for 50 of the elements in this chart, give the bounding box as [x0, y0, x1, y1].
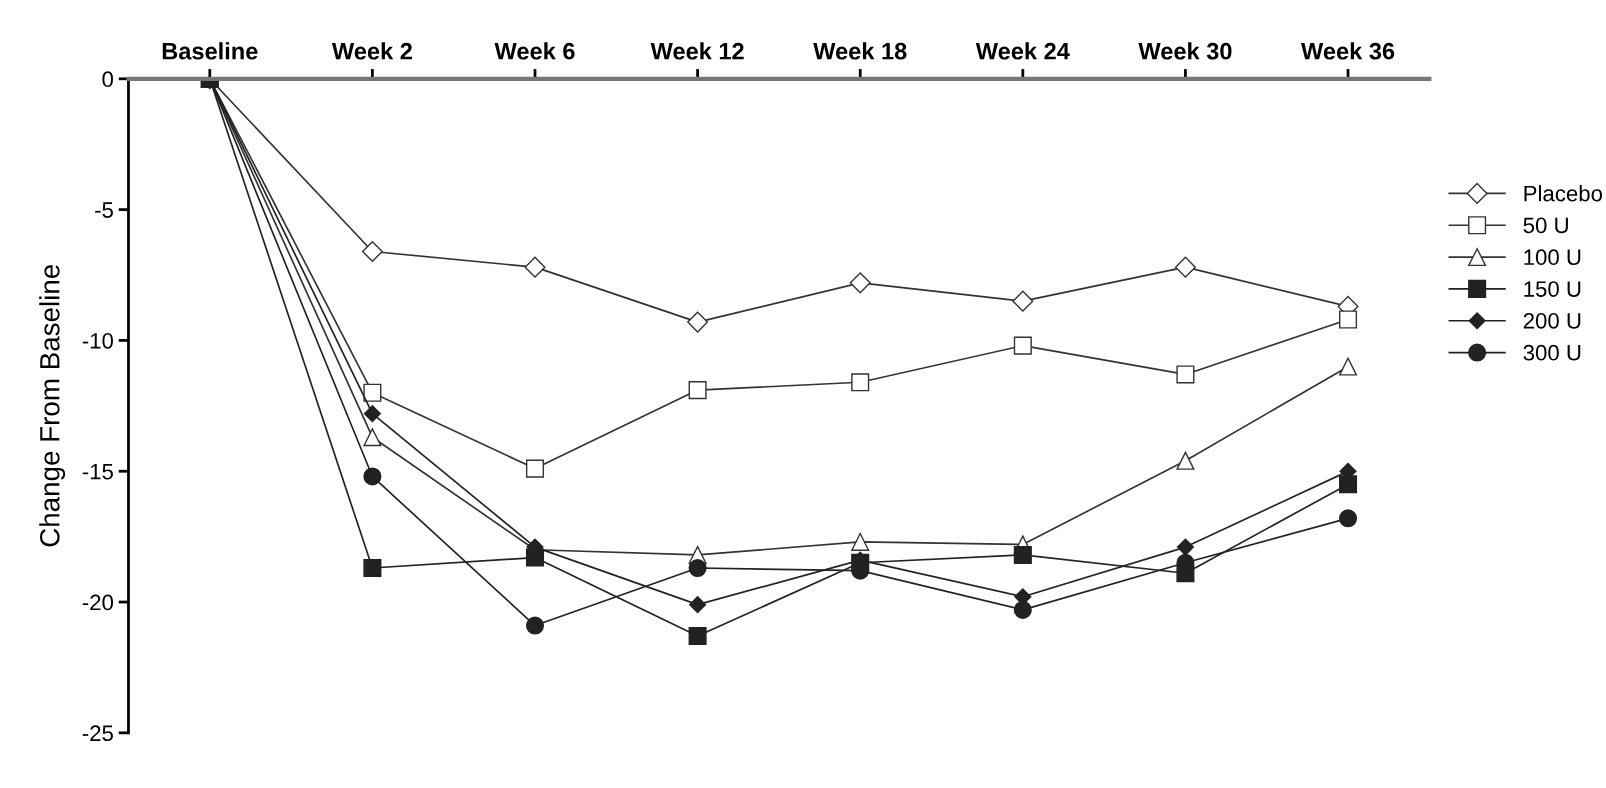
point — [849, 272, 871, 294]
legend-label: 100 U — [1524, 249, 1581, 266]
x-tick-label: Week 12 — [650, 42, 744, 60]
y-tick-label: -25 — [82, 725, 113, 742]
point — [363, 558, 382, 578]
y-tick-label: -20 — [82, 594, 114, 611]
x-tick-label: Week 6 — [494, 42, 575, 60]
point — [363, 467, 382, 486]
legend-label: 50 U — [1523, 217, 1568, 234]
point — [689, 596, 707, 614]
point — [687, 311, 709, 333]
point — [1013, 336, 1032, 355]
point — [363, 405, 381, 423]
legend-label: 300 U — [1523, 344, 1581, 361]
point — [1176, 538, 1194, 556]
point — [1013, 545, 1032, 564]
point — [525, 459, 545, 478]
y-tick-label: -15 — [82, 463, 113, 480]
point — [1339, 357, 1358, 376]
point — [1174, 256, 1196, 278]
legend-label: 150 U — [1524, 281, 1581, 297]
x-tick-label: Week 18 — [813, 42, 907, 60]
x-tick-label: Baseline — [162, 42, 258, 60]
x-tick-label: Week 36 — [1301, 42, 1395, 60]
point — [525, 616, 545, 635]
y-axis-title: Change From Baseline — [39, 265, 66, 547]
legend-label: Placebo — [1524, 185, 1603, 202]
y-tick-label: -5 — [95, 202, 113, 218]
point — [851, 532, 870, 551]
point — [1176, 451, 1195, 470]
point — [363, 428, 382, 447]
legend-label: 200 U — [1523, 312, 1581, 329]
point — [1176, 365, 1195, 384]
point — [1339, 475, 1358, 494]
point — [1339, 310, 1358, 329]
x-tick-label: Week 24 — [975, 42, 1070, 60]
y-tick-label: -10 — [82, 332, 114, 349]
y-tick-label: 0 — [102, 71, 114, 88]
point — [361, 240, 383, 262]
point — [851, 373, 870, 392]
x-tick-label: Week 30 — [1138, 42, 1232, 60]
point — [688, 381, 707, 400]
point — [1012, 290, 1034, 312]
point — [363, 383, 382, 402]
x-tick-label: Week 2 — [331, 42, 412, 60]
point — [1339, 509, 1358, 528]
point — [688, 558, 707, 578]
point — [688, 627, 707, 646]
point — [1013, 600, 1032, 619]
point — [524, 256, 546, 278]
